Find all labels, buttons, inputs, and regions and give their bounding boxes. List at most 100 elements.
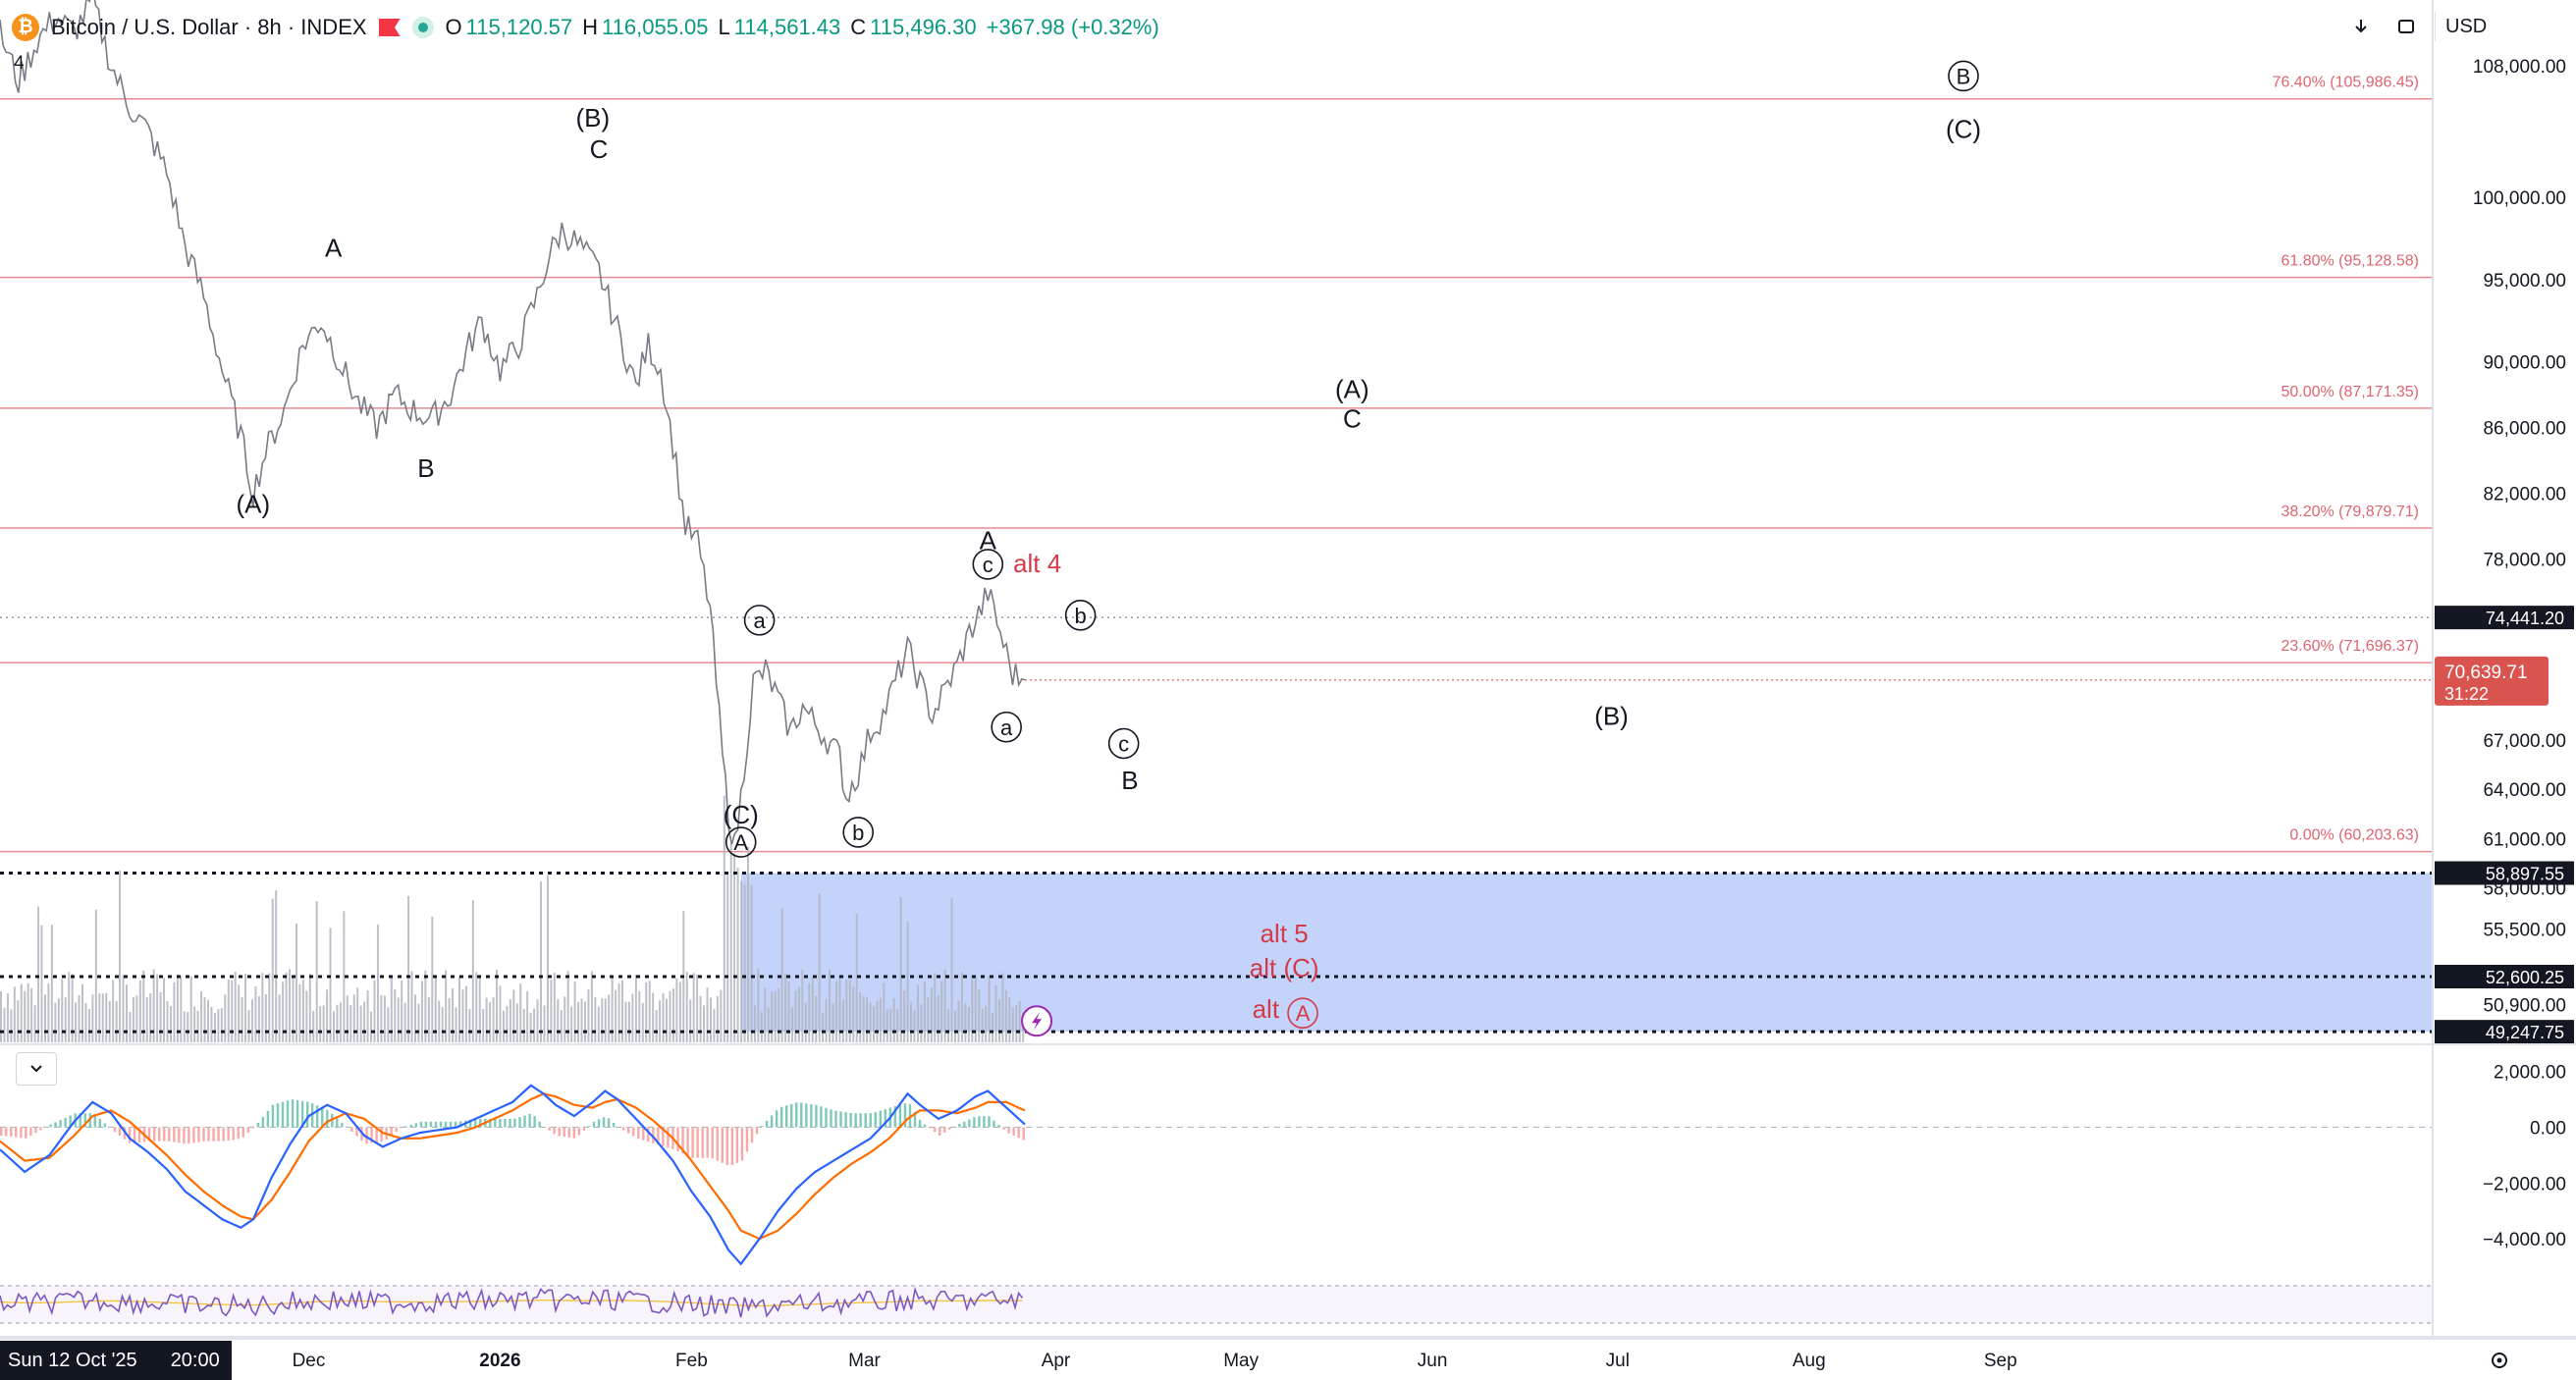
macd-histogram-bar xyxy=(202,1127,205,1141)
macd-histogram-bar xyxy=(874,1112,877,1128)
macd-histogram-bar xyxy=(227,1127,230,1141)
macd-histogram-bar xyxy=(706,1127,709,1158)
flag-icon[interactable] xyxy=(378,19,401,36)
volume-bar xyxy=(339,1002,342,1042)
volume-bar xyxy=(597,1006,600,1042)
volume-bar xyxy=(227,979,230,1042)
volume-bar xyxy=(257,996,260,1042)
volume-bar xyxy=(455,1007,457,1042)
volume-bar xyxy=(200,991,203,1042)
wave-label-circle xyxy=(743,605,776,636)
volume-bar xyxy=(213,1012,216,1042)
macd-histogram-bar xyxy=(681,1127,684,1154)
price-series-line xyxy=(0,0,1026,845)
macd-histogram-bar xyxy=(518,1117,521,1128)
volume-bar xyxy=(424,970,427,1042)
volume-bar xyxy=(557,999,560,1042)
time-cursor-label: Sun 12 Oct '25 20:00 xyxy=(0,1341,232,1380)
volume-bar xyxy=(750,884,753,1042)
volume-bar xyxy=(101,993,104,1042)
volume-bar xyxy=(105,992,108,1042)
macd-histogram-bar xyxy=(834,1110,837,1128)
wave-label: A xyxy=(733,830,748,855)
indicator-count[interactable]: 4 xyxy=(14,53,25,74)
macd-histogram-bar xyxy=(365,1127,368,1144)
gear-icon[interactable] xyxy=(2484,1345,2515,1376)
time-axis-tick: Sep xyxy=(1984,1351,2017,1371)
bar-countdown: 31:22 xyxy=(2444,684,2489,704)
macd-histogram-bar xyxy=(513,1118,516,1128)
chevron-down-icon[interactable] xyxy=(16,1052,57,1086)
last-price-tag xyxy=(2435,656,2549,706)
fullscreen-icon[interactable] xyxy=(2391,12,2421,41)
volume-bar xyxy=(380,994,383,1042)
macd-histogram-bar xyxy=(355,1127,358,1137)
macd-histogram-bar xyxy=(859,1113,862,1128)
low-value: 114,561.43 xyxy=(733,15,841,39)
volume-bar xyxy=(163,978,166,1042)
macd-histogram-bar xyxy=(300,1100,304,1128)
volume-bar xyxy=(753,1004,756,1042)
macd-histogram-bar xyxy=(370,1127,373,1143)
volume-bar xyxy=(132,996,134,1042)
volume-bar xyxy=(733,853,736,1042)
volume-bar xyxy=(1001,973,1004,1042)
volume-bar xyxy=(1008,997,1011,1042)
arrow-down-icon[interactable] xyxy=(2346,12,2376,41)
volume-bar xyxy=(815,995,818,1042)
time-axis-tick: Aug xyxy=(1793,1351,1826,1371)
price-axis-tick: 61,000.00 xyxy=(2483,829,2566,850)
lightning-icon[interactable] xyxy=(1021,1005,1053,1037)
volume-bar xyxy=(709,997,712,1042)
macd-histogram-bar xyxy=(923,1124,927,1128)
volume-bar xyxy=(594,997,597,1042)
volume-bar xyxy=(580,998,583,1042)
volume-bar xyxy=(394,988,397,1042)
macd-histogram-bar xyxy=(948,1127,951,1130)
macd-axis-tick: 2,000.00 xyxy=(2494,1063,2566,1084)
volume-bar xyxy=(669,990,671,1042)
volume-bar xyxy=(373,980,376,1042)
volume-bar xyxy=(729,843,732,1042)
macd-histogram-bar xyxy=(276,1103,280,1128)
volume-bar xyxy=(703,1005,706,1042)
close-label: C xyxy=(850,15,867,39)
level-tag xyxy=(2435,1020,2574,1044)
macd-histogram-bar xyxy=(711,1127,714,1159)
time-axis-tick: Mar xyxy=(848,1351,881,1371)
currency-selector[interactable]: USD xyxy=(2435,12,2540,41)
volume-bar xyxy=(967,1006,970,1042)
volume-bar xyxy=(879,997,882,1042)
macd-histogram-bar xyxy=(567,1127,571,1138)
volume-bar xyxy=(261,973,264,1042)
volume-bar xyxy=(536,999,539,1042)
macd-histogram-bar xyxy=(409,1124,413,1128)
volume-bar xyxy=(138,980,141,1042)
volume-bar xyxy=(231,980,234,1042)
price-axis-tick: 90,000.00 xyxy=(2483,353,2566,374)
rsi-line xyxy=(0,1286,1024,1318)
volume-bar xyxy=(997,999,1000,1042)
rsi-band xyxy=(0,1286,2433,1323)
macd-histogram-bar xyxy=(1022,1127,1025,1141)
macd-histogram-bar xyxy=(978,1116,981,1128)
symbol-title[interactable]: Bitcoin / U.S. Dollar · 8h · INDEX xyxy=(51,15,367,39)
price-axis-tick: 50,900.00 xyxy=(2483,995,2566,1016)
volume-bar xyxy=(289,969,292,1042)
macd-histogram-bar xyxy=(468,1119,472,1128)
macd-histogram-bar xyxy=(844,1112,847,1128)
volume-bar xyxy=(522,1008,525,1042)
macd-histogram-bar xyxy=(474,1119,477,1128)
volume-bar xyxy=(760,1011,763,1042)
volume-bar xyxy=(315,901,318,1042)
volume-bar xyxy=(825,998,828,1042)
volume-bar xyxy=(417,1003,420,1042)
volume-bar xyxy=(414,994,417,1042)
volume-bar xyxy=(13,986,16,1042)
market-status-icon[interactable] xyxy=(411,17,434,38)
volume-bar xyxy=(482,1009,485,1042)
volume-bar xyxy=(509,999,511,1042)
price-axis-tick: 58,000.00 xyxy=(2483,879,2566,900)
macd-histogram-bar xyxy=(183,1127,186,1144)
